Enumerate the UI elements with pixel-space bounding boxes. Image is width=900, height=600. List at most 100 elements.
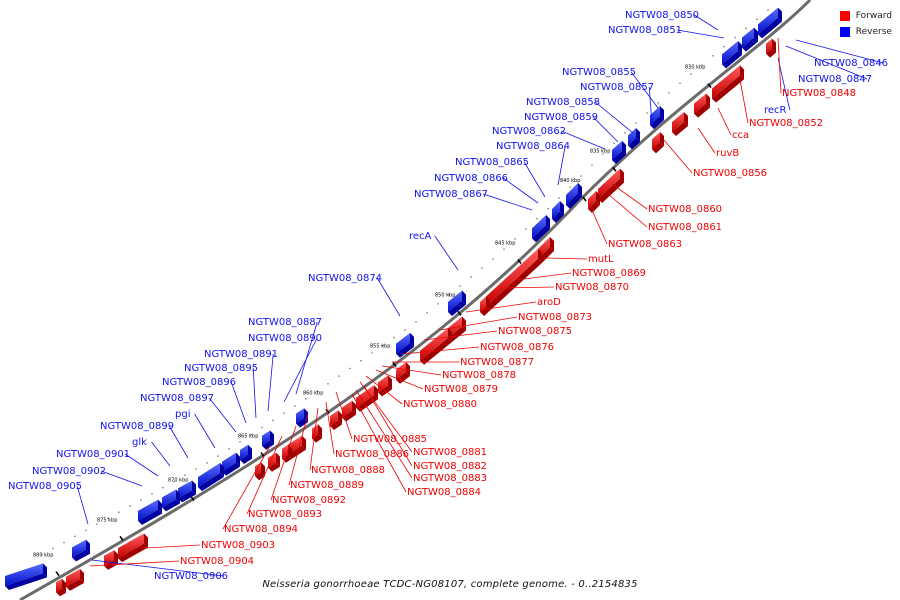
leader-line	[89, 560, 180, 567]
reverse-gene-block	[222, 452, 240, 476]
forward-gene-block	[330, 410, 342, 430]
leader-line	[335, 391, 353, 440]
forward-gene-block	[480, 296, 490, 316]
gene-label-ngtw08_0904: NGTW08_0904	[180, 556, 254, 567]
tick-label: 840 kbp	[560, 178, 580, 184]
gene-label-ngtw08_0869: NGTW08_0869	[572, 268, 646, 279]
leader-line	[230, 381, 247, 424]
reverse-swatch	[839, 27, 850, 37]
leader-line	[270, 425, 297, 501]
tick-label: 835 kbp	[590, 148, 610, 154]
forward-gene-block	[766, 38, 776, 58]
gene-label-ngtw08_0889: NGTW08_0889	[290, 480, 364, 491]
leader-line	[557, 145, 566, 186]
gene-label-ngtw08_0865: NGTW08_0865	[455, 157, 529, 168]
reverse-gene-block	[552, 201, 564, 223]
leader-line	[777, 37, 782, 94]
legend-reverse: Reverse	[839, 24, 892, 40]
tick-label: 830 kbp	[685, 65, 705, 71]
leader-line	[288, 413, 309, 486]
gene-label-ngtw08_0848: NGTW08_0848	[782, 88, 856, 99]
forward-gene-block	[255, 462, 265, 481]
tick-mark	[119, 535, 124, 541]
leader-line	[365, 375, 403, 405]
leader-line	[545, 257, 588, 260]
leader-line	[592, 116, 619, 143]
tick-mark	[707, 83, 712, 89]
leader-line	[591, 209, 608, 245]
gene-label-ngtw08_0886: NGTW08_0886	[335, 449, 409, 460]
tick-label: 870 kbp	[168, 478, 188, 484]
gene-label-ngtw08_0882: NGTW08_0882	[413, 461, 487, 472]
leader-line	[434, 235, 459, 271]
gene-label-ngtw08_0881: NGTW08_0881	[413, 447, 487, 458]
leader-line	[785, 45, 868, 80]
leader-line	[91, 559, 224, 577]
legend-reverse-label: Reverse	[855, 27, 892, 37]
gene-label-recr: recR	[764, 105, 787, 116]
leader-line	[502, 177, 539, 204]
leader-line	[309, 407, 319, 471]
leader-line	[607, 193, 648, 228]
reverse-gene-block	[178, 480, 196, 503]
gene-label-ngtw08_0877: NGTW08_0877	[460, 357, 534, 368]
tick-mark	[582, 196, 587, 202]
gene-blocks	[5, 7, 782, 597]
gene-label-ngtw08_0884: NGTW08_0884	[407, 487, 481, 498]
leader-line	[739, 79, 749, 124]
gene-label-ngtw08_0857: NGTW08_0857	[580, 82, 654, 93]
forward-gene-block	[598, 168, 624, 203]
gene-label-ngtw08_0885: NGTW08_0885	[353, 434, 427, 445]
gene-label-ngtw08_0858: NGTW08_0858	[526, 97, 600, 108]
leader-line	[401, 346, 480, 355]
leader-line	[717, 107, 732, 136]
reverse-gene-block	[240, 444, 252, 464]
gene-label-reca: recA	[409, 231, 432, 242]
gene-label-ngtw08_0847: NGTW08_0847	[798, 74, 872, 85]
leader-line	[693, 14, 719, 31]
leader-line	[483, 193, 533, 211]
tick-mark	[612, 166, 617, 172]
gene-label-ngtw08_0856: NGTW08_0856	[693, 168, 767, 179]
reverse-gene-block	[722, 41, 742, 69]
reverse-gene-block	[758, 7, 782, 39]
gene-label-ngtw08_0887: NGTW08_0887	[248, 317, 322, 328]
genome-caption: Neisseria gonorrhoeae TCDC-NG08107, comp…	[262, 579, 638, 590]
gene-label-ngtw08_0906: NGTW08_0906	[154, 571, 228, 582]
legend-forward: Forward	[839, 8, 892, 24]
leader-line	[515, 272, 572, 281]
reverse-gene-block	[262, 430, 274, 450]
gene-label-ngtw08_0880: NGTW08_0880	[403, 399, 477, 410]
leader-line	[363, 385, 413, 467]
tick-label: 865 kbp	[238, 434, 258, 440]
reverse-gene-block	[198, 463, 224, 492]
leader-line	[325, 401, 335, 455]
forward-gene-block	[378, 375, 392, 397]
gene-label-ngtw08_0897: NGTW08_0897	[140, 393, 214, 404]
gene-label-ngtw08_0864: NGTW08_0864	[496, 141, 570, 152]
reverse-gene-block	[612, 140, 626, 164]
legend-forward-label: Forward	[855, 11, 892, 21]
gene-label-glk: glk	[132, 437, 147, 448]
tick-mark	[392, 362, 397, 367]
reverse-gene-block	[650, 106, 664, 130]
leader-line	[267, 353, 274, 412]
gene-label-ngtw08_0899: NGTW08_0899	[100, 421, 174, 432]
forward-gene-block	[268, 452, 280, 472]
leader-line	[168, 425, 189, 459]
leader-line	[611, 183, 648, 210]
gene-label-ngtw08_0860: NGTW08_0860	[648, 204, 722, 215]
leader-line	[124, 453, 159, 477]
forward-gene-block	[66, 569, 84, 591]
forward-gene-block	[342, 400, 356, 422]
gene-label-ngtw08_0895: NGTW08_0895	[184, 363, 258, 374]
reverse-gene-block	[296, 408, 308, 428]
leader-line	[523, 161, 546, 198]
gene-label-ngtw08_0866: NGTW08_0866	[434, 173, 508, 184]
leader-line	[630, 71, 659, 109]
gene-label-ngtw08_0893: NGTW08_0893	[248, 509, 322, 520]
forward-gene-block	[104, 550, 118, 570]
gene-label-ngtw08_0852: NGTW08_0852	[749, 118, 823, 129]
leader-line	[594, 101, 634, 134]
forward-gene-block	[420, 328, 452, 365]
